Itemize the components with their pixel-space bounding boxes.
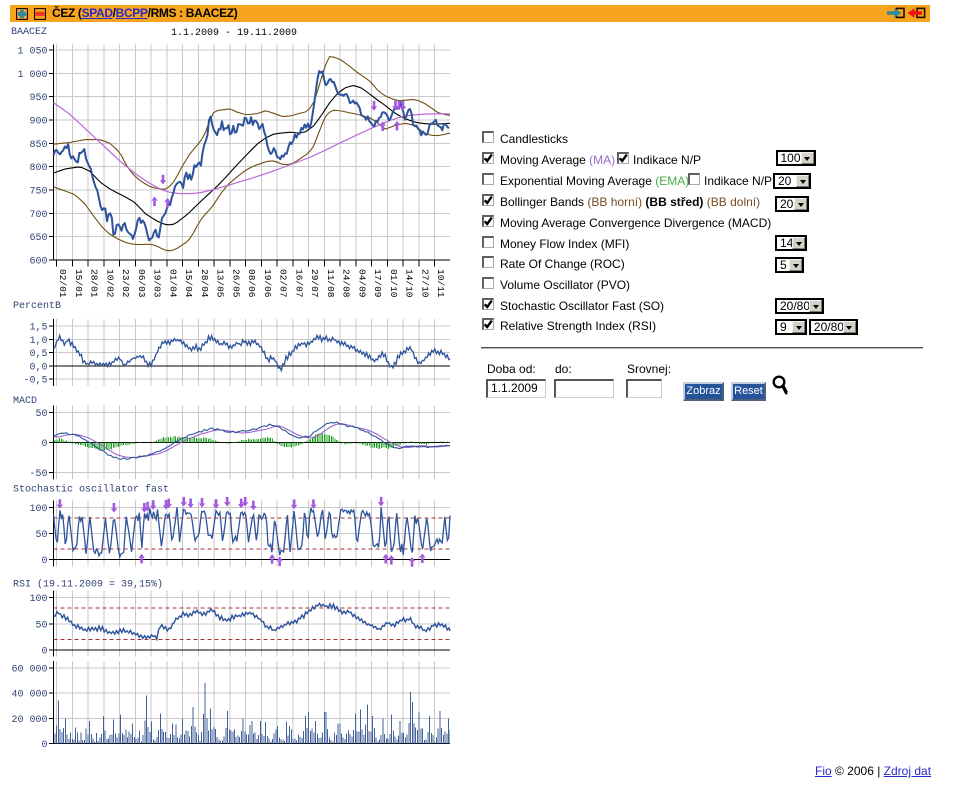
- svg-text:BAACEZ: BAACEZ: [11, 27, 47, 38]
- svg-text:Stochastic oscillator fast: Stochastic oscillator fast: [13, 484, 169, 496]
- svg-text:100: 100: [29, 504, 47, 515]
- svg-text:11/08: 11/08: [325, 269, 336, 298]
- svg-text:0: 0: [41, 556, 47, 567]
- svg-text:50: 50: [35, 409, 47, 420]
- svg-text:0: 0: [41, 740, 47, 751]
- svg-text:-0,5: -0,5: [23, 376, 47, 387]
- svg-text:0,0: 0,0: [29, 362, 47, 373]
- svg-text:1.1.2009 - 19.11.2009: 1.1.2009 - 19.11.2009: [171, 28, 297, 39]
- svg-text:900: 900: [29, 117, 47, 128]
- svg-text:800: 800: [29, 163, 47, 174]
- svg-text:15/01: 15/01: [73, 269, 84, 298]
- svg-text:RSI (19.11.2009 = 39,15%): RSI (19.11.2009 = 39,15%): [13, 579, 163, 591]
- svg-text:02/07: 02/07: [278, 269, 289, 298]
- svg-text:1,0: 1,0: [29, 336, 47, 347]
- svg-text:50: 50: [35, 620, 47, 631]
- svg-text:PercentB: PercentB: [13, 301, 61, 312]
- svg-text:0: 0: [41, 647, 47, 658]
- svg-text:40 000: 40 000: [11, 690, 47, 701]
- svg-text:-50: -50: [29, 469, 47, 480]
- svg-text:1 050: 1 050: [17, 47, 47, 58]
- svg-text:1,5: 1,5: [29, 323, 47, 334]
- svg-text:28/04: 28/04: [199, 269, 210, 298]
- svg-text:1 000: 1 000: [17, 70, 47, 81]
- svg-text:06/03: 06/03: [136, 269, 147, 298]
- svg-text:01/10: 01/10: [388, 269, 399, 298]
- svg-text:20 000: 20 000: [11, 715, 47, 726]
- svg-text:16/07: 16/07: [293, 269, 304, 298]
- svg-text:0,5: 0,5: [29, 349, 47, 360]
- svg-text:23/02: 23/02: [120, 269, 131, 298]
- svg-text:19/06: 19/06: [262, 269, 273, 298]
- svg-text:15/04: 15/04: [183, 269, 194, 298]
- svg-text:27/10: 27/10: [419, 269, 430, 298]
- svg-text:13/05: 13/05: [215, 269, 226, 298]
- svg-text:50: 50: [35, 530, 47, 541]
- svg-text:08/06: 08/06: [246, 269, 257, 298]
- svg-text:MACD: MACD: [13, 396, 37, 407]
- svg-text:24/08: 24/08: [341, 269, 352, 298]
- svg-text:28/01: 28/01: [89, 269, 100, 298]
- svg-text:650: 650: [29, 233, 47, 244]
- svg-text:700: 700: [29, 210, 47, 221]
- svg-text:0: 0: [41, 439, 47, 450]
- svg-text:04/09: 04/09: [356, 269, 367, 298]
- svg-text:60 000: 60 000: [11, 665, 47, 676]
- svg-text:100: 100: [29, 594, 47, 605]
- svg-text:950: 950: [29, 93, 47, 104]
- svg-text:19/03: 19/03: [152, 269, 163, 298]
- svg-text:02/01: 02/01: [57, 269, 68, 298]
- svg-text:17/09: 17/09: [372, 269, 383, 298]
- svg-text:850: 850: [29, 140, 47, 151]
- svg-text:600: 600: [29, 257, 47, 268]
- svg-text:10/11: 10/11: [435, 269, 446, 298]
- svg-text:01/04: 01/04: [167, 269, 178, 298]
- svg-text:14/10: 14/10: [404, 269, 415, 298]
- svg-text:750: 750: [29, 187, 47, 198]
- svg-text:29/07: 29/07: [309, 269, 320, 298]
- svg-text:10/02: 10/02: [104, 269, 115, 298]
- svg-text:26/05: 26/05: [230, 269, 241, 298]
